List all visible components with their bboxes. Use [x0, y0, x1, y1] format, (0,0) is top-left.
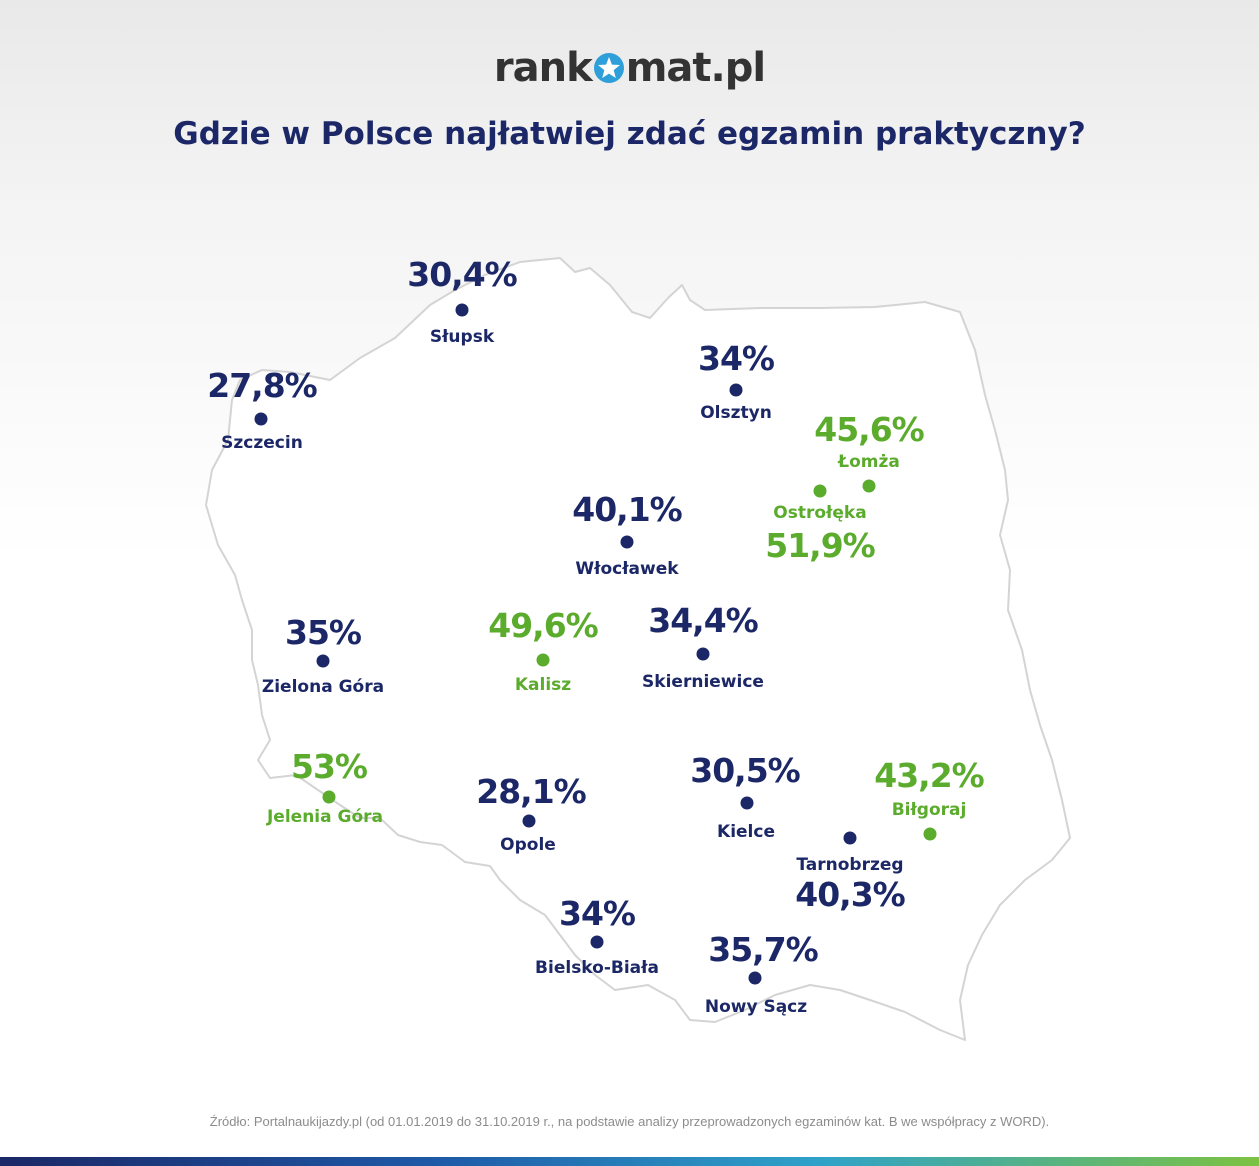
city-name: Jelenia Góra [266, 807, 383, 827]
city-marker-skierniewice: 34,4% Skierniewice [642, 601, 764, 692]
city-marker-wloclawek: 40,1% Włocławek [572, 490, 683, 579]
city-marker-nowy-sacz: 35,7% Nowy Sącz [705, 930, 820, 1017]
city-percentage: 49,6% [488, 606, 598, 645]
bottom-gradient-bar [0, 1157, 1259, 1166]
city-name: Skierniewice [642, 672, 764, 692]
city-marker-kalisz: 49,6% Kalisz [488, 606, 599, 695]
city-marker-opole: 28,1% Opole [476, 772, 587, 855]
city-dot [522, 814, 536, 828]
city-name: Nowy Sącz [705, 997, 807, 1017]
city-dot [696, 647, 710, 661]
city-markers: 30,4% Słupsk 27,8% Szczecin 34% Olsztyn 45,6% Ł… [207, 255, 986, 1017]
city-dot [316, 654, 330, 668]
city-dot [536, 653, 550, 667]
city-name: Opole [500, 835, 556, 855]
city-percentage: 43,2% [874, 756, 984, 795]
city-marker-zielona-gora: 35% Zielona Góra [262, 613, 384, 697]
city-percentage: 30,5% [690, 751, 800, 790]
city-marker-slupsk: 30,4% Słupsk [407, 255, 518, 347]
city-percentage: 27,8% [207, 366, 317, 405]
city-percentage: 35% [285, 613, 362, 652]
city-marker-tarnobrzeg: 40,3%Tarnobrzeg [795, 831, 907, 914]
city-dot [923, 827, 937, 841]
city-marker-kielce: 30,5% Kielce [690, 751, 801, 842]
city-percentage: 40,3% [795, 875, 905, 914]
city-dot [254, 412, 268, 426]
city-name: Łomża [837, 452, 900, 472]
city-percentage: 34,4% [648, 601, 758, 640]
city-dot [590, 935, 604, 949]
city-name: Bielsko-Biała [535, 958, 659, 978]
logo-text-end: mat.pl [625, 45, 766, 91]
city-dot [862, 479, 876, 493]
city-name: Zielona Góra [262, 677, 384, 697]
city-percentage: 40,1% [572, 490, 682, 529]
city-marker-jelenia-gora: 53% Jelenia Góra [266, 747, 383, 827]
city-dot [322, 790, 336, 804]
city-percentage: 53% [291, 747, 368, 786]
city-dot [843, 831, 857, 845]
city-percentage: 28,1% [476, 772, 586, 811]
city-name: Włocławek [575, 559, 679, 579]
city-marker-szczecin: 27,8% Szczecin [207, 366, 318, 453]
city-marker-bilgoraj: 43,2% Biłgoraj [874, 756, 986, 841]
city-dot [748, 971, 762, 985]
city-name: Kielce [717, 822, 775, 842]
star-icon [593, 53, 624, 83]
city-dot [620, 535, 634, 549]
city-marker-olsztyn: 34% Olsztyn [698, 339, 776, 423]
city-percentage: 45,6% [814, 410, 924, 449]
city-name: Tarnobrzeg [796, 855, 903, 875]
city-marker-bielsko-biala: 34% Bielsko-Biała [535, 894, 659, 978]
city-name: Ostrołęka [773, 503, 866, 523]
city-percentage: 34% [559, 894, 636, 933]
city-name: Słupsk [430, 327, 495, 347]
source-note: Źródło: Portalnaukijazdy.pl (od 01.01.20… [209, 1114, 1050, 1129]
city-marker-lomza: 45,6% Łomża [814, 410, 926, 493]
city-percentage: 35,7% [708, 930, 818, 969]
city-percentage: 34% [698, 339, 775, 378]
city-name: Olsztyn [700, 403, 772, 423]
logo: rank mat.pl [0, 38, 1259, 98]
page-title: Gdzie w Polsce najłatwiej zdać egzamin p… [173, 116, 1086, 152]
city-name: Kalisz [515, 675, 571, 695]
city-percentage: 51,9% [765, 526, 875, 565]
city-name: Szczecin [221, 433, 303, 453]
city-dot [729, 383, 743, 397]
poland-outline [205, 257, 1071, 1041]
city-dot [740, 796, 754, 810]
city-name: Biłgoraj [892, 800, 967, 820]
city-dot [455, 303, 469, 317]
city-marker-ostroleka: 51,9% Ostrołęka [765, 484, 877, 565]
logo-text-start: rank [493, 45, 593, 91]
city-percentage: 30,4% [407, 255, 517, 294]
city-dot [813, 484, 827, 498]
